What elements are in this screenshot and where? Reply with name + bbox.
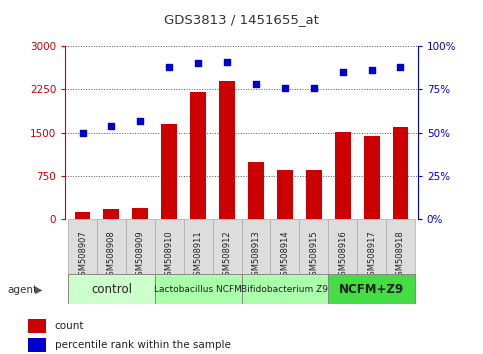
- Bar: [190, 92, 206, 219]
- Bar: [357, 219, 386, 292]
- Bar: [97, 219, 126, 292]
- Text: ▶: ▶: [35, 285, 43, 295]
- Point: [397, 64, 404, 70]
- Text: GSM508916: GSM508916: [338, 230, 347, 281]
- Bar: [335, 132, 351, 219]
- Text: GSM508917: GSM508917: [367, 230, 376, 281]
- Text: GSM508907: GSM508907: [78, 230, 87, 281]
- Bar: [68, 274, 155, 304]
- Point: [223, 59, 231, 64]
- Bar: [28, 319, 46, 333]
- Bar: [68, 219, 97, 292]
- Bar: [393, 127, 409, 219]
- Text: GDS3813 / 1451655_at: GDS3813 / 1451655_at: [164, 13, 319, 26]
- Point: [252, 81, 260, 87]
- Point: [194, 61, 202, 66]
- Text: GSM508913: GSM508913: [252, 230, 260, 281]
- Point: [310, 85, 318, 91]
- Bar: [74, 212, 90, 219]
- Bar: [242, 274, 328, 304]
- Bar: [126, 219, 155, 292]
- Point: [339, 69, 346, 75]
- Text: agent: agent: [7, 285, 37, 295]
- Point: [281, 85, 289, 91]
- Text: percentile rank within the sample: percentile rank within the sample: [55, 341, 230, 350]
- Bar: [155, 274, 242, 304]
- Text: Lactobacillus NCFM: Lactobacillus NCFM: [154, 285, 242, 294]
- Text: GSM508908: GSM508908: [107, 230, 116, 281]
- Point: [165, 64, 173, 70]
- Text: GSM508911: GSM508911: [194, 230, 203, 281]
- Bar: [213, 219, 242, 292]
- Point: [368, 68, 375, 73]
- Bar: [132, 208, 148, 219]
- Bar: [364, 136, 380, 219]
- Bar: [184, 219, 213, 292]
- Bar: [277, 170, 293, 219]
- Bar: [242, 219, 270, 292]
- Bar: [248, 162, 264, 219]
- Text: GSM508912: GSM508912: [223, 230, 231, 281]
- Bar: [270, 219, 299, 292]
- Text: NCFM+Z9: NCFM+Z9: [339, 283, 404, 296]
- Bar: [219, 81, 235, 219]
- Text: GSM508909: GSM508909: [136, 230, 145, 281]
- Bar: [328, 219, 357, 292]
- Text: count: count: [55, 321, 84, 331]
- Bar: [155, 219, 184, 292]
- Text: GSM508915: GSM508915: [309, 230, 318, 281]
- Bar: [28, 338, 46, 352]
- Text: Bifidobacterium Z9: Bifidobacterium Z9: [242, 285, 328, 294]
- Text: control: control: [91, 283, 132, 296]
- Text: GSM508918: GSM508918: [396, 230, 405, 281]
- Bar: [103, 209, 119, 219]
- Text: GSM508910: GSM508910: [165, 230, 174, 281]
- Bar: [306, 170, 322, 219]
- Bar: [161, 124, 177, 219]
- Text: GSM508914: GSM508914: [280, 230, 289, 281]
- Bar: [328, 274, 415, 304]
- Bar: [386, 219, 415, 292]
- Point: [108, 123, 115, 129]
- Point: [137, 118, 144, 124]
- Bar: [299, 219, 328, 292]
- Point: [79, 130, 86, 136]
